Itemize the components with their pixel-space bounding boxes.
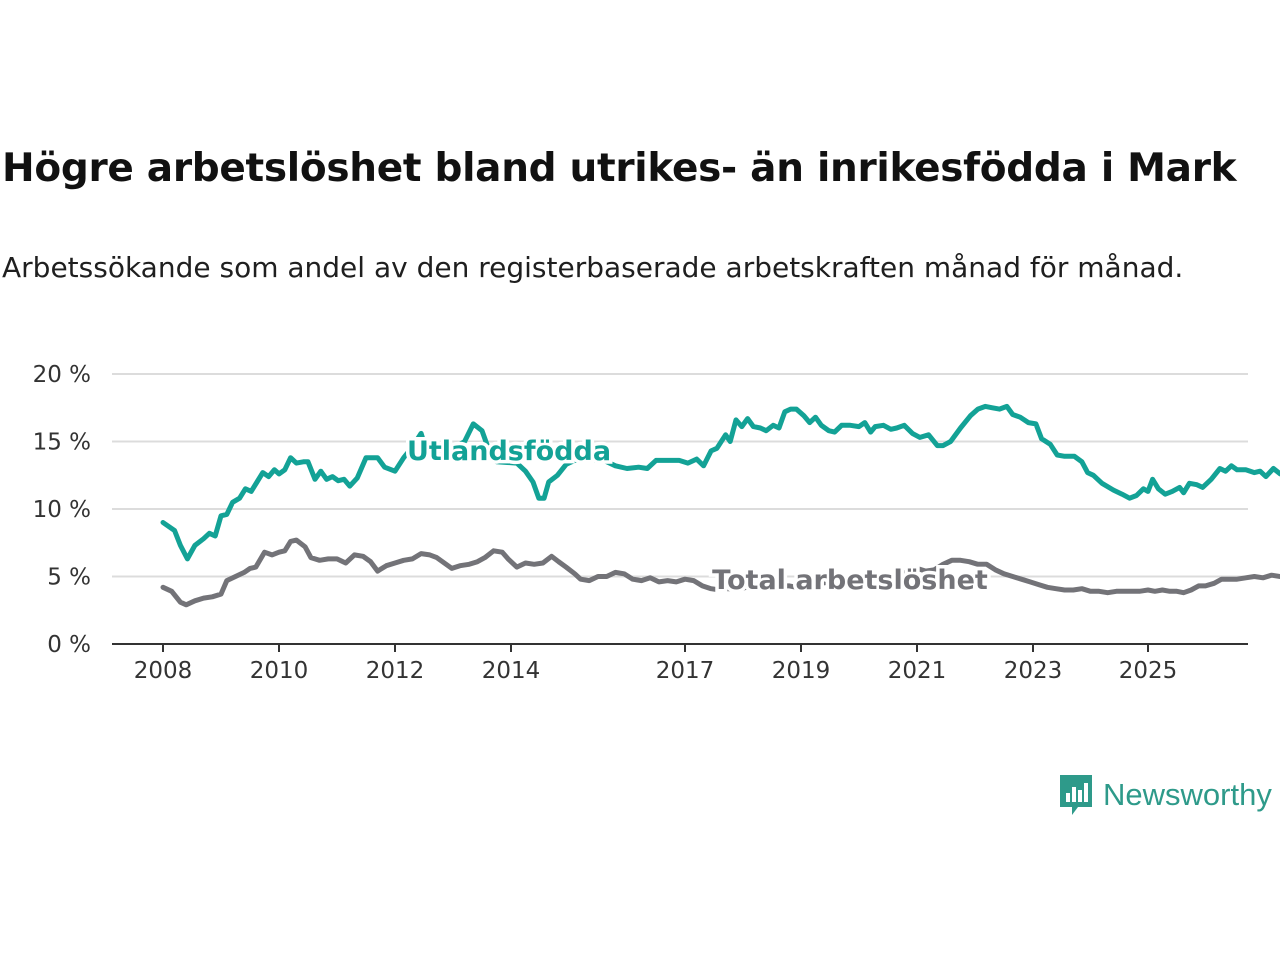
series-name-label: Utlandsfödda: [407, 436, 611, 467]
x-tick-label: 2012: [366, 658, 425, 684]
y-axis-ticks: 0 % 5 % 10 % 15 % 20 %: [33, 362, 91, 658]
y-tick-label: 0 %: [47, 632, 91, 658]
brand-name: Newsworthy: [1103, 777, 1272, 812]
y-tick-label: 20 %: [33, 362, 91, 388]
chart-subtitle: Arbetssökande som andel av den registerb…: [2, 251, 1184, 284]
x-tick-label: 2025: [1119, 658, 1178, 684]
x-tick-label: 2023: [1004, 658, 1063, 684]
newsworthy-brand[interactable]: Newsworthy: [1058, 773, 1272, 817]
series-line-total-arbetsl-shet: [160, 537, 1280, 608]
newsworthy-logo-icon: [1060, 775, 1092, 815]
line-chart: 0 %5 %10 %15 %20 % 2008 2010 2012 2014 2017 2…: [33, 362, 1280, 684]
x-tick-label: 2014: [482, 658, 541, 684]
x-tick-label: 2021: [888, 658, 947, 684]
grid-lines: [112, 373, 1248, 578]
y-tick-label: 10 %: [33, 497, 91, 523]
series-line-utlandsf-dda: [160, 403, 1280, 562]
y-tick-label: 5 %: [47, 565, 91, 591]
x-tick-label: 2008: [134, 658, 193, 684]
series-name-label: Total arbetslöshet: [712, 565, 988, 596]
x-tick-label: 2017: [656, 658, 715, 684]
x-tick-label: 2019: [772, 658, 831, 684]
x-tick-label: 2010: [250, 658, 309, 684]
series-labels: 12,2 %Utlandsfödda4,8 %Total arbetslöshe…: [403, 433, 991, 600]
series-lines: [160, 403, 1280, 608]
x-axis-ticks: 2008 2010 2012 2014 2017 2019 2021 2023 2025: [134, 644, 1178, 684]
chart-title: Högre arbetslöshet bland utrikes- än inr…: [2, 146, 1237, 191]
y-tick-label: 15 %: [33, 430, 91, 456]
